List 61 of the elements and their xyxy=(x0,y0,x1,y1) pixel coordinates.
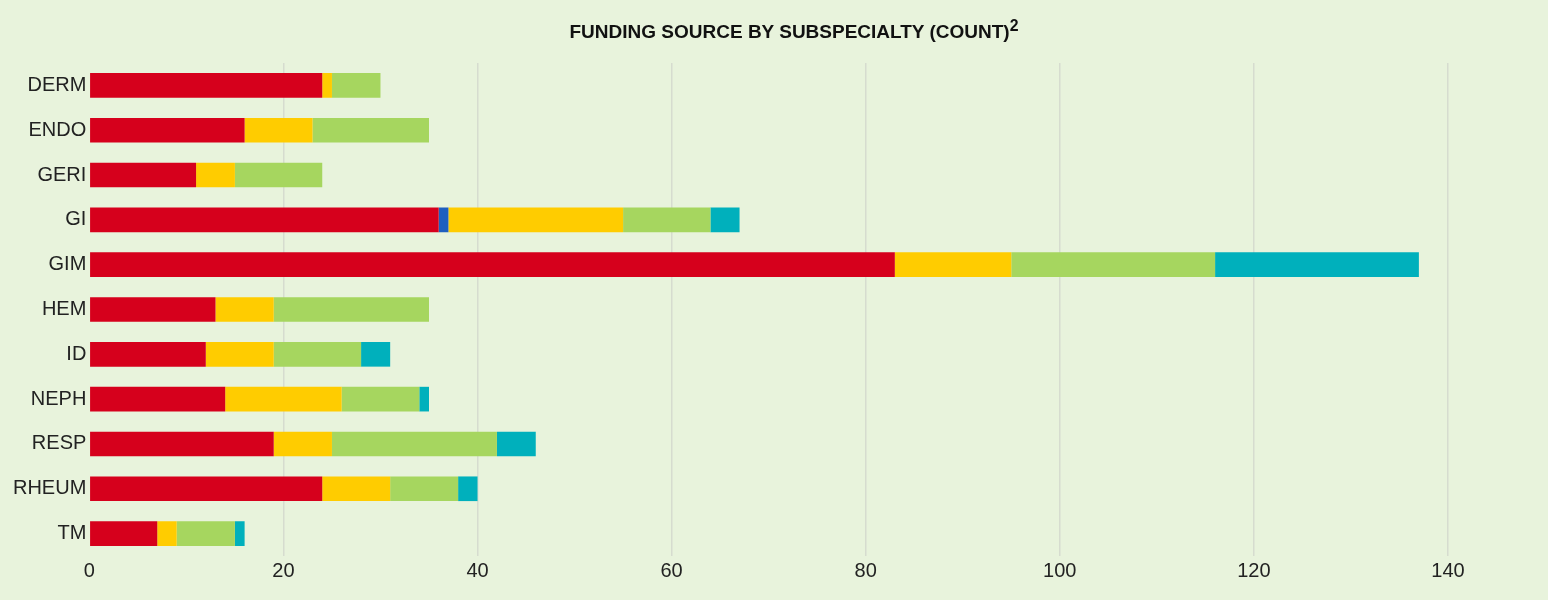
x-tick-label: 100 xyxy=(1043,558,1077,581)
bar xyxy=(331,431,497,457)
y-tick-label: NEPH xyxy=(30,386,87,409)
x-tick-label: 0 xyxy=(83,558,95,581)
y-tick-label: HEM xyxy=(41,297,87,320)
bar xyxy=(623,207,711,233)
bar xyxy=(331,73,381,98)
bar xyxy=(90,252,895,278)
bar xyxy=(90,162,197,188)
y-tick-label: RESP xyxy=(31,431,87,454)
bar xyxy=(1011,252,1216,278)
bar xyxy=(361,341,391,367)
bar xyxy=(90,341,206,367)
x-tick-label: 80 xyxy=(854,558,877,581)
bar xyxy=(90,476,323,502)
bar xyxy=(196,162,235,188)
bar xyxy=(90,73,323,98)
bar xyxy=(90,117,245,143)
bar xyxy=(215,297,274,322)
bar xyxy=(438,207,449,233)
bar xyxy=(205,341,274,367)
bar xyxy=(322,476,391,502)
bar xyxy=(341,386,420,412)
y-tick-label: GI xyxy=(65,207,87,230)
bar xyxy=(448,207,624,233)
y-tick-label: TM xyxy=(57,521,87,544)
bar xyxy=(90,386,226,412)
x-tick-label: 140 xyxy=(1431,558,1465,581)
bar xyxy=(710,207,740,233)
y-tick-label: GIM xyxy=(48,252,87,275)
bar xyxy=(390,476,459,502)
x-tick-label: 60 xyxy=(660,558,683,581)
y-tick-label: ENDO xyxy=(28,117,87,140)
bar xyxy=(90,297,216,322)
y-tick-label: RHEUM xyxy=(12,476,87,499)
bar xyxy=(273,431,332,457)
bar xyxy=(244,117,313,143)
bar xyxy=(273,341,362,367)
bar xyxy=(1215,252,1419,278)
bar xyxy=(234,521,245,546)
bar xyxy=(894,252,1012,278)
bar xyxy=(225,386,342,412)
bar xyxy=(157,521,177,546)
y-tick-label: ID xyxy=(66,341,87,364)
x-tick-label: 40 xyxy=(466,558,489,581)
bar xyxy=(90,521,158,546)
bar xyxy=(419,386,429,412)
bar xyxy=(273,297,429,322)
bar xyxy=(90,207,439,233)
bar xyxy=(312,117,429,143)
bar xyxy=(176,521,235,546)
bar xyxy=(234,162,323,188)
x-tick-label: 20 xyxy=(272,558,295,581)
bar xyxy=(458,476,478,502)
y-tick-label: DERM xyxy=(27,72,87,95)
bar xyxy=(90,431,274,457)
x-tick-label: 120 xyxy=(1237,558,1271,581)
bar xyxy=(322,73,332,98)
y-tick-label: GERI xyxy=(37,162,87,185)
bar xyxy=(496,431,536,457)
chart-title: FUNDING SOURCE BY SUBSPECIALTY (COUNT)$^{2}$ xyxy=(568,16,1020,45)
